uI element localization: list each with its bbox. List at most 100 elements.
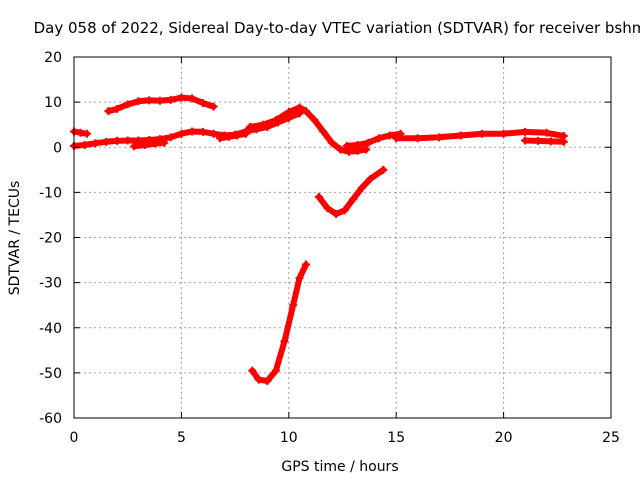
- data-point-marker: [209, 129, 218, 138]
- data-point-marker: [342, 141, 351, 150]
- data-point-marker: [134, 97, 143, 106]
- data-point-marker: [301, 260, 310, 269]
- data-point-marker: [209, 102, 218, 111]
- data-point-marker: [280, 337, 289, 346]
- data-point-marker: [241, 129, 250, 138]
- y-tick-label: -50: [39, 366, 62, 382]
- series-arc-6: [248, 260, 310, 385]
- data-point-marker: [166, 95, 175, 104]
- data-point-marker: [559, 137, 568, 146]
- data-point-marker: [379, 165, 388, 174]
- series-line: [249, 261, 309, 384]
- data-point-marker: [340, 206, 349, 215]
- tick-labels: 0 5 10 15 20 25 -60 -50 -40 -30 -20 -10 0 10 20: [39, 50, 620, 446]
- data-point-marker: [151, 139, 160, 148]
- series-arc-9: [342, 129, 405, 150]
- y-tick-label: -60: [39, 411, 62, 427]
- series-arc-5: [216, 129, 250, 143]
- data-point-marker: [102, 137, 111, 146]
- data-point-marker: [344, 147, 353, 156]
- data-point-marker: [456, 131, 465, 140]
- series-arc-7: [246, 103, 371, 156]
- data-point-marker: [188, 94, 197, 103]
- data-point-marker: [314, 192, 323, 201]
- data-point-marker: [413, 134, 422, 143]
- data-point-marker: [366, 174, 375, 183]
- data-point-marker: [284, 108, 293, 117]
- data-series: [70, 93, 568, 385]
- data-point-marker: [259, 120, 268, 129]
- data-point-marker: [271, 366, 280, 375]
- series-arc-3: [104, 93, 218, 116]
- series-line: [522, 137, 567, 145]
- y-tick-label: -30: [39, 276, 62, 292]
- data-point-marker: [112, 104, 121, 113]
- data-point-marker: [80, 140, 89, 149]
- data-point-marker: [263, 376, 272, 385]
- data-point-marker: [521, 127, 530, 136]
- x-tick-label: 5: [177, 430, 186, 446]
- x-tick-label: 15: [387, 430, 405, 446]
- data-point-marker: [319, 127, 328, 136]
- data-point-marker: [130, 142, 139, 151]
- data-point-marker: [246, 122, 255, 131]
- x-tick-label: 20: [495, 430, 513, 446]
- series-arc-10: [392, 127, 568, 143]
- data-point-marker: [546, 137, 555, 146]
- x-tick-label: 25: [602, 430, 620, 446]
- data-point-marker: [385, 131, 394, 140]
- data-point-marker: [216, 134, 225, 143]
- data-point-marker: [82, 129, 91, 138]
- y-tick-label: 10: [44, 95, 62, 111]
- data-point-marker: [198, 127, 207, 136]
- data-point-marker: [104, 107, 113, 116]
- grid-lines: [74, 57, 611, 418]
- data-point-marker: [392, 134, 401, 143]
- data-point-marker: [160, 138, 169, 147]
- data-point-marker: [248, 366, 257, 375]
- data-point-marker: [145, 96, 154, 105]
- chart-title: Day 058 of 2022, Sidereal Day-to-day VTE…: [34, 19, 640, 37]
- data-point-marker: [357, 183, 366, 192]
- data-point-marker: [233, 131, 242, 140]
- data-point-marker: [362, 145, 371, 154]
- y-tick-label: 20: [44, 50, 62, 66]
- data-point-marker: [177, 93, 186, 102]
- data-point-marker: [289, 301, 298, 310]
- series-arc-4: [130, 138, 169, 151]
- x-tick-label: 0: [70, 430, 79, 446]
- data-point-marker: [91, 139, 100, 148]
- data-point-marker: [155, 96, 164, 105]
- series-arc-11: [521, 136, 568, 146]
- data-point-marker: [224, 132, 233, 141]
- data-point-marker: [332, 210, 341, 219]
- data-point-marker: [198, 99, 207, 108]
- data-point-marker: [112, 136, 121, 145]
- y-tick-label: -10: [39, 185, 62, 201]
- x-axis-title: GPS time / hours: [281, 459, 398, 475]
- data-point-marker: [271, 116, 280, 125]
- data-point-marker: [478, 129, 487, 138]
- series-line: [71, 110, 303, 149]
- series-arc-8: [314, 165, 388, 219]
- data-point-marker: [177, 129, 186, 138]
- data-point-marker: [188, 127, 197, 136]
- data-point-marker: [521, 136, 530, 145]
- series-line: [131, 139, 168, 150]
- data-point-marker: [123, 100, 132, 109]
- data-point-marker: [353, 140, 362, 149]
- y-tick-label: -20: [39, 231, 62, 247]
- data-point-marker: [123, 136, 132, 145]
- series-line: [217, 130, 249, 142]
- data-point-marker: [327, 138, 336, 147]
- x-tick-label: 10: [280, 430, 298, 446]
- y-tick-label: -40: [39, 321, 62, 337]
- data-point-marker: [295, 103, 304, 112]
- data-point-marker: [533, 136, 542, 145]
- data-point-marker: [349, 195, 358, 204]
- data-point-marker: [140, 140, 149, 149]
- data-point-marker: [435, 133, 444, 142]
- series-arc-2: [70, 109, 304, 150]
- data-point-marker: [336, 145, 345, 154]
